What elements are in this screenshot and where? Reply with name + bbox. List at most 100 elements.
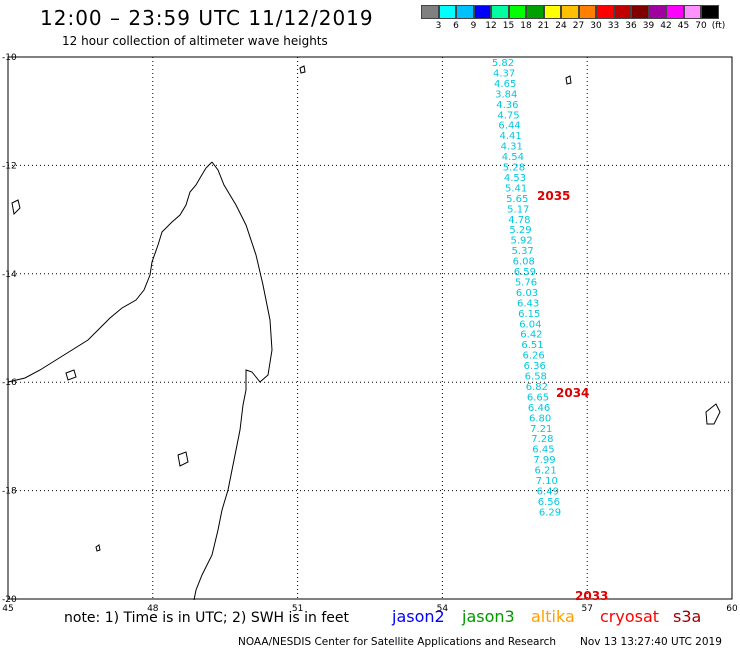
map-title: 12:00 – 23:59 UTC 11/12/2019 xyxy=(40,6,374,30)
color-swatch xyxy=(596,5,614,19)
wave-height-label: 4.78 xyxy=(508,215,530,226)
wave-height-label: 6.45 xyxy=(532,445,554,456)
lon-tick-label: 60 xyxy=(726,604,738,614)
color-scale-label: 42 xyxy=(660,21,672,31)
color-swatch xyxy=(491,5,509,19)
wave-height-label: 6.42 xyxy=(520,330,542,341)
wave-height-label: 4.54 xyxy=(502,152,524,163)
wave-height-label: 6.26 xyxy=(522,351,544,362)
color-swatch xyxy=(648,5,666,19)
wave-height-label: 5.41 xyxy=(505,183,527,194)
wave-height-label: 6.08 xyxy=(513,257,535,268)
satellite-cryosat: cryosat xyxy=(600,607,660,626)
time-label-2034: 2034 xyxy=(556,386,589,400)
wave-height-label: 5.37 xyxy=(512,246,534,257)
comoros-island xyxy=(65,369,77,381)
wave-height-label: 3.84 xyxy=(495,89,517,100)
wave-height-label: 5.76 xyxy=(515,277,537,288)
color-scale-label: 27 xyxy=(572,21,585,31)
color-swatch xyxy=(543,5,561,19)
color-scale-label: 70 xyxy=(695,21,707,31)
wave-height-label: 6.82 xyxy=(526,382,548,393)
color-scale-label: 12 xyxy=(485,21,497,31)
map-frame xyxy=(7,56,733,600)
color-scale-label: 18 xyxy=(520,21,532,31)
wave-height-label: 6.49 xyxy=(537,486,559,497)
mayotte-island xyxy=(11,199,21,216)
wave-height-label: 6.46 xyxy=(528,403,550,414)
color-scale-label: 3 xyxy=(435,21,442,31)
color-scale-label: 30 xyxy=(590,21,602,31)
wave-height-label: 5.28 xyxy=(503,163,525,174)
wave-height-label: 7.21 xyxy=(530,424,552,435)
color-scale-label: 33 xyxy=(607,21,620,31)
wave-height-label: 4.41 xyxy=(500,131,522,142)
satellite-s3a: s3a xyxy=(673,607,702,626)
europa-island xyxy=(177,451,189,467)
wave-height-label: 4.31 xyxy=(501,142,523,153)
lat-tick-label: -14 xyxy=(2,270,17,280)
wave-height-label: 6.80 xyxy=(529,413,551,424)
lat-tick-label: -10 xyxy=(2,53,17,63)
color-scale-legend: 3 6 9 12 15 18 21 24 27 30 33 36 39 42 45 70 (ft) xyxy=(421,5,726,33)
lat-lon-grid xyxy=(8,57,732,599)
wave-height-label: 6.15 xyxy=(518,309,540,320)
satellite-jason2: jason2 xyxy=(392,607,445,626)
lat-tick-label: -16 xyxy=(2,378,17,388)
time-labels: 2035 2034 2033 xyxy=(537,189,608,603)
small-islet-3 xyxy=(95,544,101,552)
credit-line: NOAA/NESDIS Center for Satellite Applica… xyxy=(238,636,556,648)
satellite-altika: altika xyxy=(531,607,575,626)
lon-tick-label: 57 xyxy=(581,604,592,614)
footer-note: note: 1) Time is in UTC; 2) SWH is in fe… xyxy=(64,610,350,626)
wave-height-label: 4.36 xyxy=(496,100,518,111)
map-subtitle: 12 hour collection of altimeter wave hei… xyxy=(62,34,328,48)
lon-tick-label: 54 xyxy=(437,604,449,614)
mauritius-island xyxy=(705,403,721,425)
color-swatch xyxy=(473,5,491,19)
lon-tick-label: 48 xyxy=(147,604,159,614)
color-swatch xyxy=(421,5,439,19)
color-scale-label: 9 xyxy=(470,21,477,31)
time-label-2033: 2033 xyxy=(575,589,608,603)
wave-height-label: 7.28 xyxy=(531,434,553,445)
color-swatch xyxy=(613,5,631,19)
wave-height-label: 6.44 xyxy=(498,121,520,132)
wave-height-label: 6.03 xyxy=(516,288,538,299)
satellite-jason3: jason3 xyxy=(462,607,515,626)
wave-height-label: 6.51 xyxy=(521,340,543,351)
color-scale-swatches xyxy=(421,5,719,19)
wave-height-label: 4.75 xyxy=(497,110,519,121)
color-scale-label: 36 xyxy=(625,21,637,31)
generated-timestamp: Nov 13 13:27:40 UTC 2019 xyxy=(580,636,722,648)
color-scale-label: 39 xyxy=(642,21,655,31)
small-islet-1 xyxy=(299,65,306,74)
altimeter-track: 5.824.374.653.844.364.756.444.414.314.54… xyxy=(492,58,561,518)
wave-height-label: 4.65 xyxy=(494,79,516,90)
wave-height-label: 6.43 xyxy=(517,298,539,309)
color-swatch xyxy=(561,5,579,19)
color-swatch xyxy=(508,5,526,19)
wave-height-label: 5.82 xyxy=(492,58,514,69)
wave-height-label: 6.56 xyxy=(538,497,560,508)
wave-height-label: 6.36 xyxy=(524,361,546,372)
color-swatch xyxy=(438,5,456,19)
color-swatch xyxy=(683,5,701,19)
wave-height-label: 6.65 xyxy=(527,392,549,403)
wave-height-label: 7.99 xyxy=(533,455,555,466)
wave-height-label: 5.29 xyxy=(509,225,531,236)
lat-tick-label: -20 xyxy=(2,595,17,605)
color-swatch xyxy=(631,5,649,19)
color-swatch xyxy=(456,5,474,19)
wave-height-label: 6.29 xyxy=(539,507,561,518)
wave-height-label: 4.53 xyxy=(504,173,526,184)
wave-height-label: 7.10 xyxy=(536,476,558,487)
color-scale-label: 6 xyxy=(453,21,459,31)
color-scale-labels: 3 6 9 12 15 18 21 24 27 30 33 36 39 42 45 70 (ft) xyxy=(421,19,726,33)
lon-tick-label: 51 xyxy=(292,604,303,614)
wave-height-label: 5.17 xyxy=(507,204,529,215)
color-swatch xyxy=(578,5,596,19)
color-scale-label: (ft) xyxy=(711,21,726,31)
color-swatch xyxy=(701,5,719,19)
